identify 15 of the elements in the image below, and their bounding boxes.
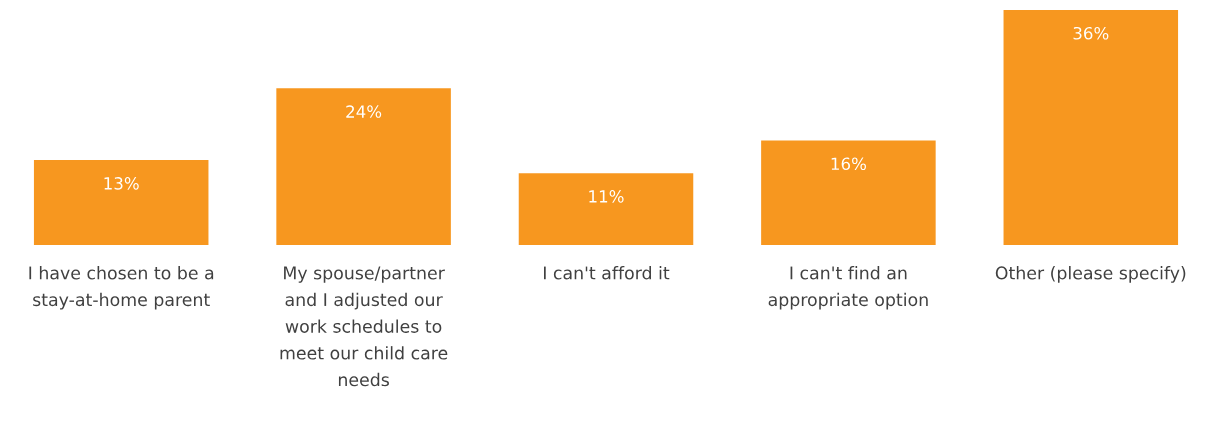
data-label: 24% [346, 105, 382, 118]
x-tick-label: I can't find an appropriate option [768, 266, 928, 310]
bar [518, 173, 694, 245]
bar [33, 160, 209, 245]
data-label: 11% [589, 190, 624, 203]
x-tick-label: I can't afford it [544, 266, 670, 280]
x-tick-label: My spouse/partner and I adjusted our work schedules to meet our child care needs [280, 266, 448, 387]
bar [276, 88, 451, 245]
data-label: 36% [1073, 26, 1109, 40]
data-label: 13% [104, 177, 139, 190]
x-tick-label: Other (please specify) [995, 266, 1186, 283]
bar [761, 140, 936, 245]
bar [1003, 10, 1179, 245]
x-tick-label: I have chosen to be a stay-at-home parent [29, 266, 214, 310]
data-label: 16% [831, 157, 866, 171]
